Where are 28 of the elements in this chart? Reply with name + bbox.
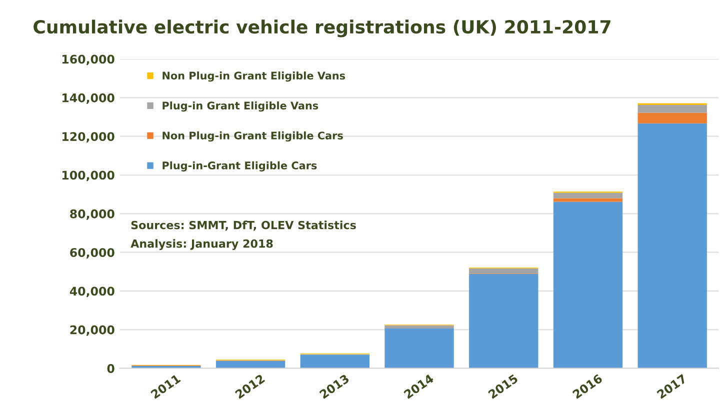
bar xyxy=(553,198,623,202)
bar xyxy=(469,268,538,274)
legend-label: Non Plug-in Grant Eligible Vans xyxy=(162,71,346,82)
y-tick-label: 60,000 xyxy=(70,248,114,258)
bar xyxy=(216,360,286,368)
bar xyxy=(638,105,707,113)
legend-label: Plug-in Grant Eligible Vans xyxy=(162,101,318,112)
bar xyxy=(553,192,623,198)
bar xyxy=(638,112,707,124)
bar xyxy=(469,274,538,368)
y-tick-label: 100,000 xyxy=(62,170,114,182)
annotation: Analysis: January 2018 xyxy=(130,239,273,250)
chart-title: Cumulative electric vehicle registrations (UK) 2011-2017 xyxy=(34,20,610,38)
y-tick-label: 160,000 xyxy=(62,54,114,66)
bar xyxy=(300,354,370,368)
y-tick-label: 120,000 xyxy=(62,132,114,143)
bar xyxy=(384,328,454,368)
y-tick-label: 20,000 xyxy=(70,325,114,336)
y-tick-label: 0 xyxy=(107,364,114,373)
annotation: Sources: SMMT, DfT, OLEV Statistics xyxy=(131,220,356,231)
legend-label: Non Plug-in Grant Eligible Cars xyxy=(162,131,343,142)
bar xyxy=(638,123,707,368)
bar xyxy=(384,325,454,329)
legend-label: Plug-in-Grant Eligible Cars xyxy=(162,161,317,172)
y-tick-label: 40,000 xyxy=(70,286,114,298)
y-tick-label: 140,000 xyxy=(62,93,114,104)
y-tick-label: 80,000 xyxy=(70,209,114,220)
bar xyxy=(553,202,623,368)
